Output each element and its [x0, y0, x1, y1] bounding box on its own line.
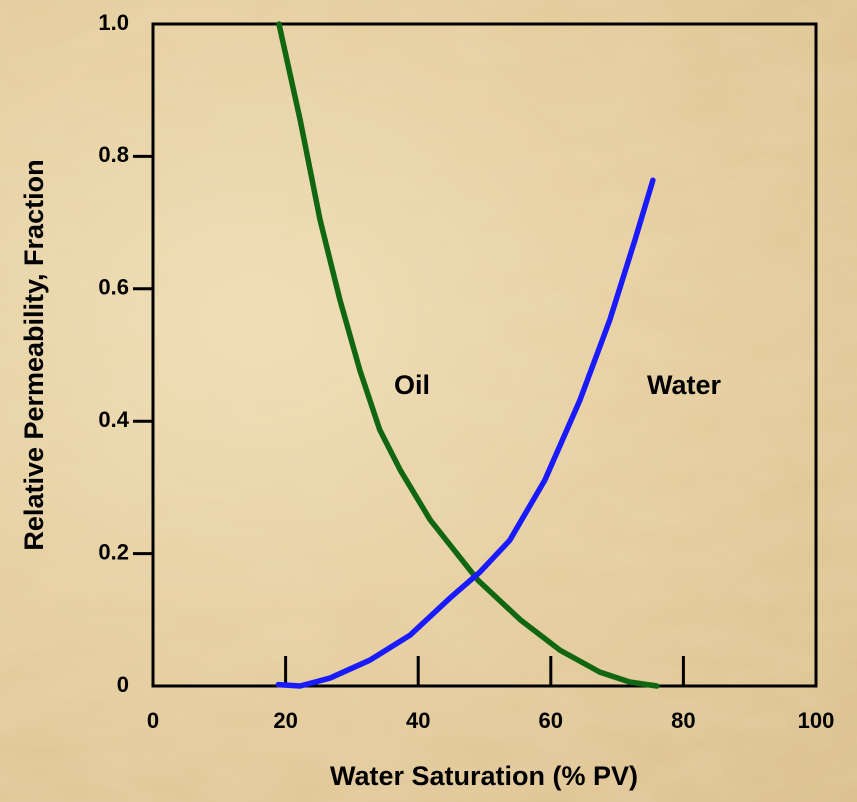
y-tick-label: 0.2 — [98, 539, 129, 564]
x-tick-label: 100 — [798, 708, 835, 733]
series-label: Oil — [394, 370, 430, 400]
x-tick-label: 0 — [147, 708, 159, 733]
y-axis-title: Relative Permeability, Fraction — [19, 159, 49, 550]
y-tick-label: 1.0 — [98, 10, 129, 35]
x-tick-label: 80 — [671, 708, 695, 733]
x-tick-label: 60 — [539, 708, 563, 733]
y-tick-label: 0.4 — [98, 407, 129, 432]
series-line — [275, 177, 656, 689]
series-line — [276, 21, 660, 689]
series-label: Water — [647, 370, 722, 400]
x-axis-title: Water Saturation (% PV) — [330, 761, 638, 791]
x-tick-label: 20 — [273, 708, 297, 733]
y-tick-label: 0.8 — [98, 142, 129, 167]
y-tick-label: 0 — [117, 672, 129, 697]
x-tick-label: 40 — [406, 708, 430, 733]
y-tick-label: 0.6 — [98, 275, 129, 300]
plot-frame — [151, 22, 818, 688]
